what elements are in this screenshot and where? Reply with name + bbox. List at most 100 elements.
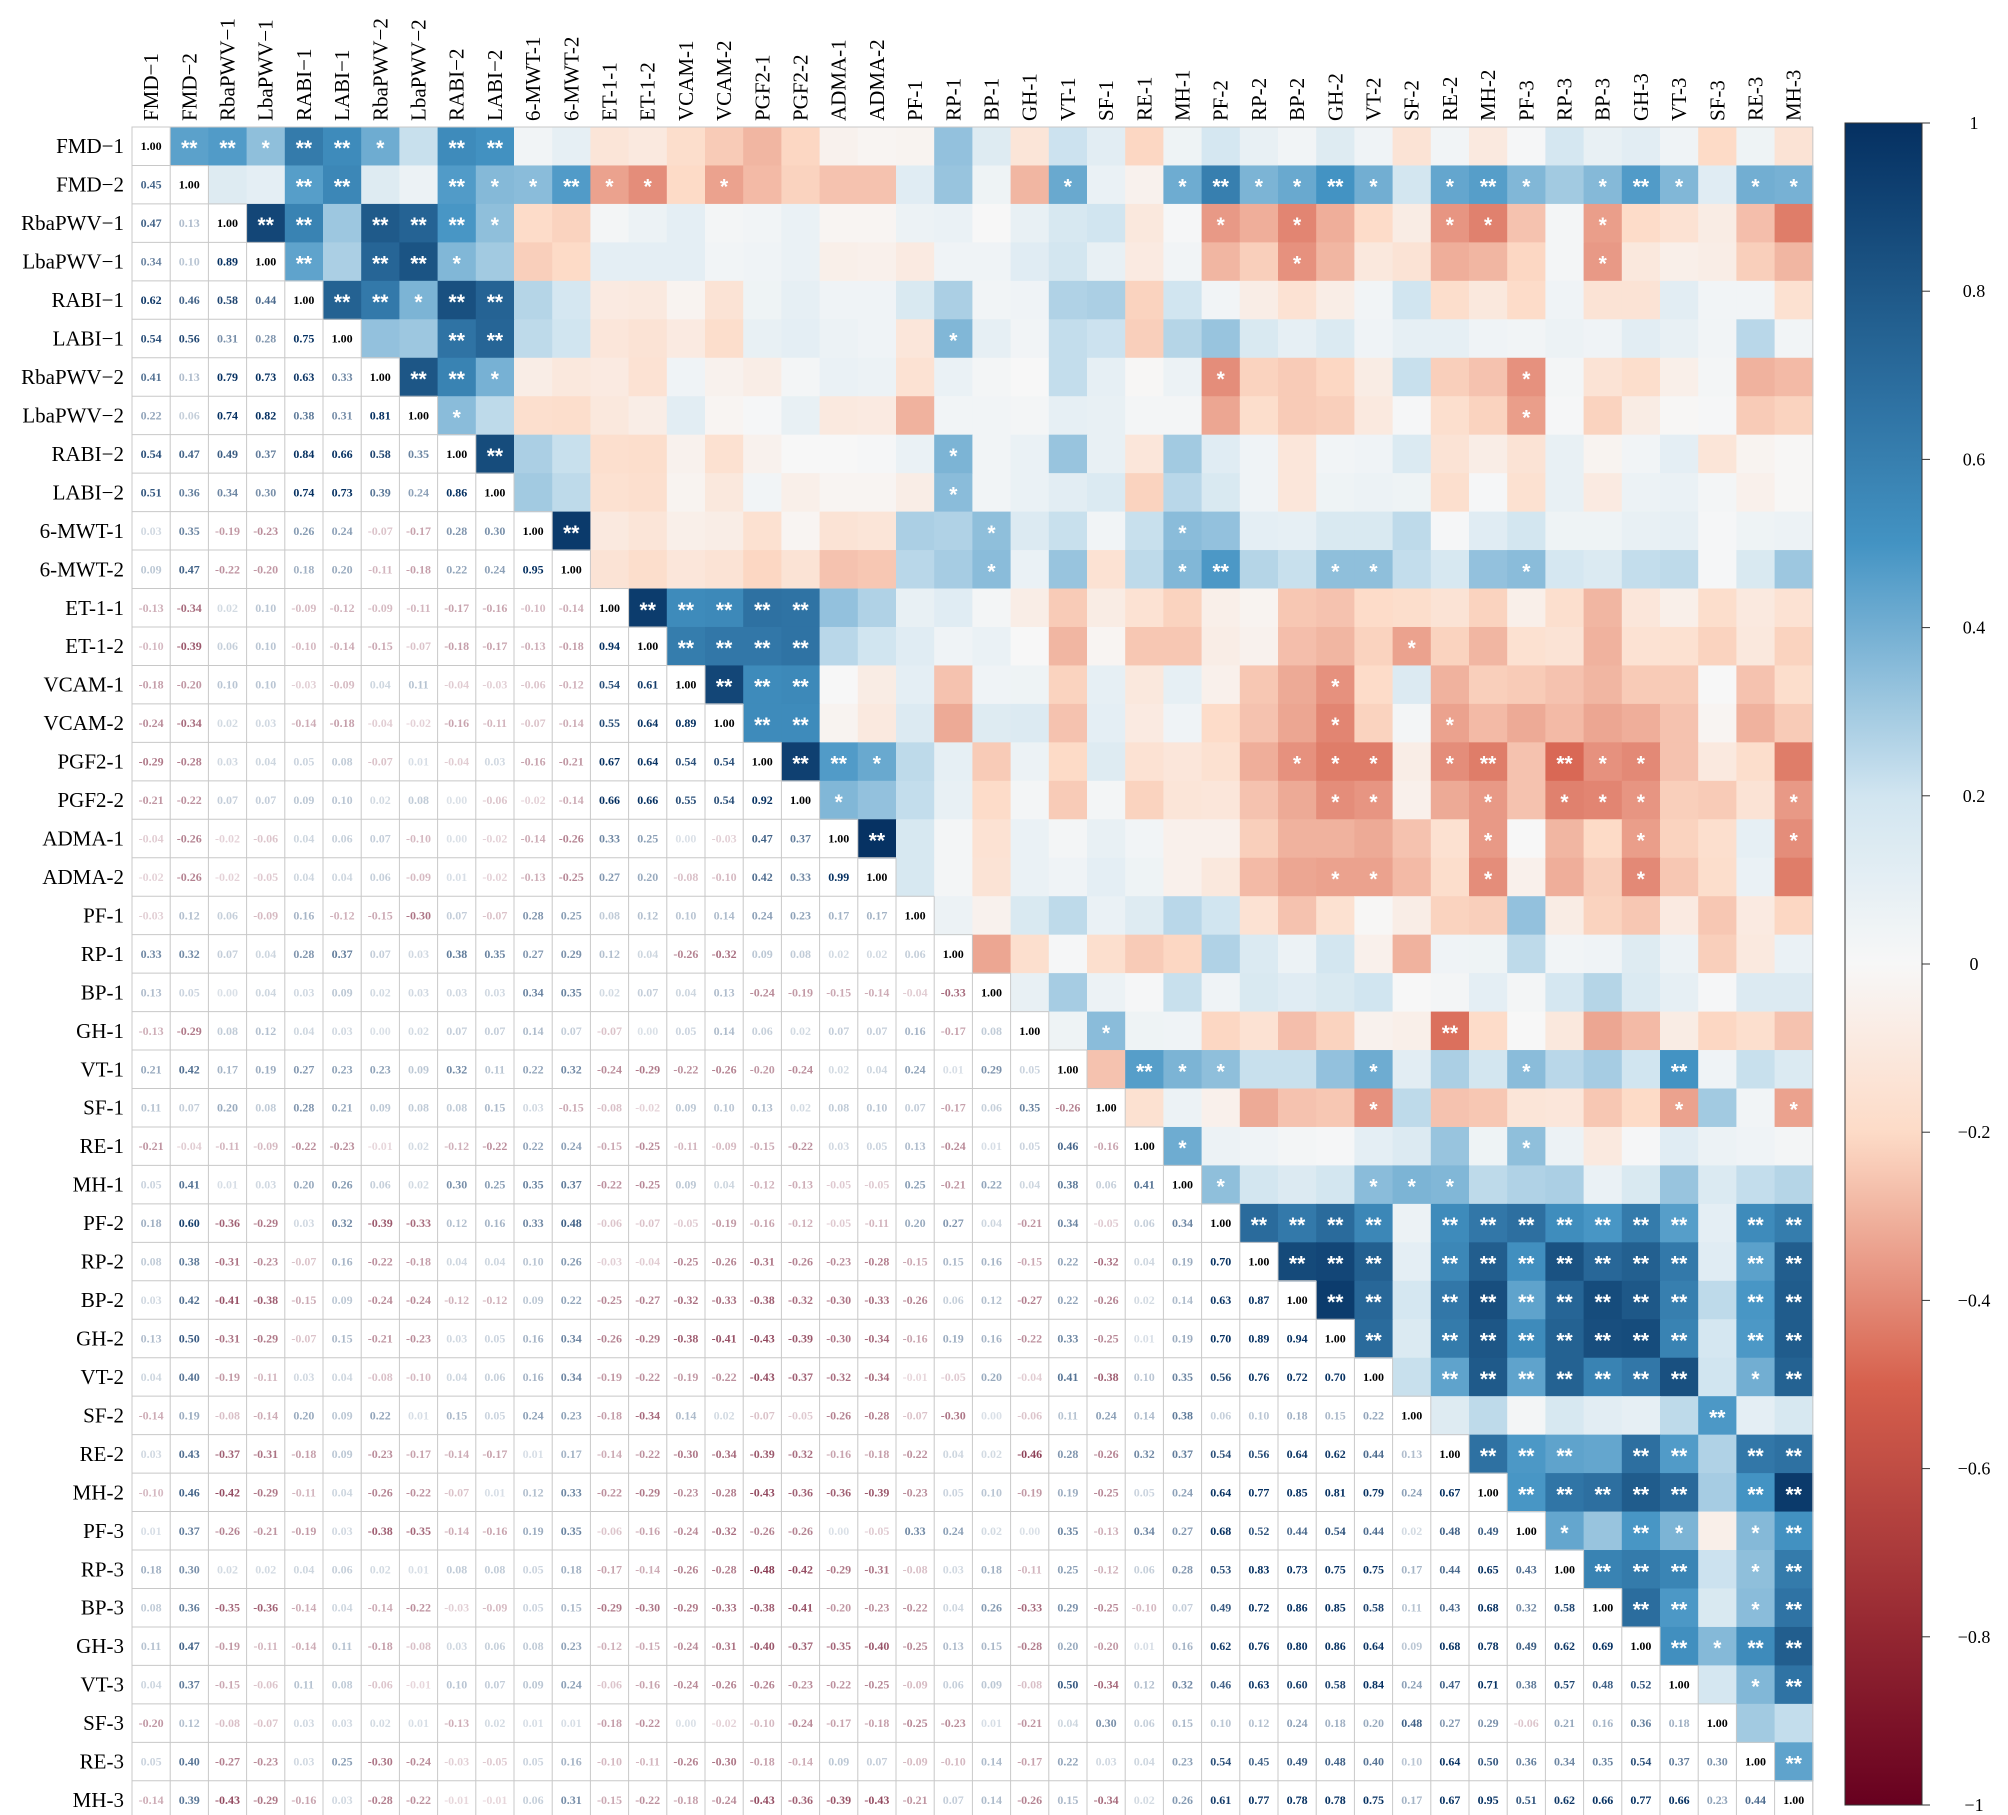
coefficient-label-6-mwt-1-labi-2: 0.30 (484, 524, 505, 538)
heatmap-cell-pgf2-1-gh-1 (1010, 742, 1050, 782)
coefficient-label-rp-2-pgf2-1: -0.31 (750, 1255, 775, 1269)
coefficient-label-rbapwv-1-fmd-2: 0.13 (179, 216, 200, 230)
heatmap-cell-6-mwt-1-rp-1 (934, 511, 973, 551)
heatmap-cell-fmd-2-rbapwv-1 (208, 165, 248, 205)
heatmap-cell-gh-2-sf-3 (1698, 1319, 1737, 1359)
row-label-mh-2: MH-2 (73, 1480, 124, 1504)
coefficient-label-bp-3-pf-3: 0.32 (1516, 1601, 1537, 1615)
coefficient-label-mh-1-pgf2-1: -0.12 (750, 1178, 775, 1192)
significance-mark-pf-2-bp-2: ** (1289, 1214, 1306, 1237)
coefficient-label-pgf2-2-rabi-2: 0.00 (446, 793, 467, 807)
diagonal-label-fmd-2-fmd-2: 1.00 (179, 178, 200, 192)
coefficient-label-pgf2-2-vcam-2: 0.54 (714, 793, 735, 807)
heatmap-cell-rabi-2-gh-1 (1010, 434, 1050, 474)
heatmap-cell-6-mwt-2-rp-2 (1239, 550, 1279, 590)
column-label-vcam-2: VCAM-2 (712, 40, 736, 121)
coefficient-label-rp-3-pf-2: 0.53 (1210, 1562, 1231, 1576)
coefficient-label-6-mwt-1-rbapwv-1: -0.19 (215, 524, 240, 538)
heatmap-cell-rbapwv-1-sf-2 (1392, 203, 1432, 243)
coefficient-label-sf-3-rp-2: 0.12 (1248, 1716, 1269, 1730)
coefficient-label-gh-2-rp-2: 0.89 (1248, 1331, 1269, 1345)
coefficient-label-mh-3-vt-3: 0.66 (1669, 1793, 1690, 1807)
row-label-rabi-1: RABI−1 (51, 288, 124, 312)
coefficient-label-re-2-pf-1: -0.22 (903, 1447, 928, 1461)
coefficient-label-rp-1-pf-1: 0.06 (905, 947, 926, 961)
heatmap-cell-et-1-2-sf-3 (1698, 626, 1737, 667)
coefficient-label-re-3-labi-2: -0.05 (482, 1755, 507, 1769)
coefficient-label-gh-1-rp-1: -0.17 (941, 1024, 966, 1038)
coefficient-label-rp-1-et-1-1: 0.12 (599, 947, 620, 961)
coefficient-label-mh-2-rbapwv-1: -0.42 (215, 1485, 240, 1499)
heatmap-cell-fmd-1-rp-2 (1239, 127, 1279, 167)
heatmap-cell-vcam-2-sf-1 (1087, 703, 1126, 743)
coefficient-label-adma-1-fmd-1: -0.04 (139, 832, 164, 846)
heatmap-cell-mh-1-gh-3 (1621, 1165, 1661, 1205)
heatmap-cell-6-mwt-2-mh-2 (1469, 550, 1508, 590)
heatmap-cell-pf-1-re-3 (1736, 896, 1776, 936)
coefficient-label-re-2-bp-2: 0.64 (1287, 1447, 1308, 1461)
coefficient-label-pgf2-2-rabi-1: 0.09 (293, 793, 314, 807)
heatmap-cell-gh-2-vt-2 (1354, 1319, 1394, 1359)
coefficient-label-rp-3-lbapwv-1: 0.02 (255, 1562, 276, 1576)
significance-mark-adma-2-gh-2: * (1331, 868, 1340, 891)
heatmap-cell-pf-1-pf-2 (1201, 896, 1241, 936)
coefficient-label-et-1-2-labi-2: -0.17 (482, 639, 507, 653)
significance-mark-vt-1-mh-1: * (1178, 1060, 1187, 1083)
coefficient-label-sf-3-gh-3: 0.36 (1630, 1716, 1651, 1730)
significance-mark-fmd-2-mh-2: ** (1480, 176, 1497, 199)
significance-mark-vt-3-re-3: * (1751, 1676, 1760, 1699)
heatmap-cell-lbapwv-1-gh-3 (1621, 242, 1661, 282)
heatmap-cell-rbapwv-2-gh-2 (1316, 357, 1355, 397)
coefficient-label-bp-3-rabi-2: -0.03 (444, 1601, 469, 1615)
coefficient-label-bp-3-bp-2: 0.86 (1287, 1601, 1308, 1615)
coefficient-label-pgf2-2-fmd-1: -0.21 (139, 793, 164, 807)
heatmap-cell-6-mwt-1-et-1-1 (590, 511, 630, 551)
heatmap-cell-rbapwv-2-re-1 (1125, 357, 1164, 397)
coefficient-label-bp-3-lbapwv-1: -0.36 (253, 1601, 278, 1615)
heatmap-cell-fmd-1-rbapwv-1 (208, 127, 248, 167)
coefficient-label-bp-1-rabi-2: 0.03 (446, 985, 467, 999)
heatmap-cell-rabi-1-vcam-2 (705, 280, 744, 320)
heatmap-cell-vt-1-vt-3 (1660, 1050, 1699, 1090)
heatmap-cell-6-mwt-1-gh-3 (1621, 511, 1661, 551)
coefficient-label-vt-2-lbapwv-1: -0.11 (254, 1370, 278, 1384)
heatmap-cell-fmd-2-vt-2 (1354, 165, 1394, 205)
heatmap-cell-gh-1-sf-3 (1698, 1011, 1737, 1051)
heatmap-cell-bp-1-mh-1 (1163, 973, 1203, 1013)
heatmap-cell-adma-1-re-1 (1125, 819, 1164, 859)
significance-mark-pgf2-2-mh-2: * (1484, 791, 1493, 814)
heatmap-cell-vcam-1-sf-1 (1087, 665, 1126, 705)
heatmap-cell-rabi-1-gh-1 (1010, 280, 1050, 320)
coefficient-label-vt-3-adma-2: -0.25 (864, 1678, 889, 1692)
coefficient-label-mh-3-mh-2: 0.95 (1478, 1793, 1499, 1807)
heatmap-cell-pf-2-vt-3 (1660, 1203, 1699, 1243)
heatmap-cell-adma-2-sf-2 (1392, 857, 1432, 897)
coefficient-label-vt-2-lbapwv-2: -0.10 (406, 1370, 431, 1384)
coefficient-label-re-1-et-1-1: -0.15 (597, 1139, 622, 1153)
heatmap-cell-lbapwv-1-mh-3 (1774, 242, 1814, 282)
coefficient-label-vt-1-6-mwt-1: 0.22 (523, 1062, 544, 1076)
heatmap-cell-rbapwv-1-rabi-2 (437, 203, 477, 243)
coefficient-label-mh-3-pgf2-1: -0.43 (750, 1793, 775, 1807)
heatmap-cell-sf-2-pf-3 (1507, 1396, 1546, 1436)
heatmap-cell-rbapwv-1-et-1-1 (590, 203, 630, 243)
heatmap-cell-adma-1-mh-1 (1163, 819, 1203, 859)
coefficient-label-re-1-vt-1: 0.46 (1057, 1139, 1078, 1153)
coefficient-label-vcam-1-rabi-2: -0.04 (444, 678, 469, 692)
heatmap-cell-bp-1-re-1 (1125, 973, 1164, 1013)
coefficient-label-re-3-re-2: 0.64 (1439, 1755, 1460, 1769)
heatmap-cell-rabi-1-rp-3 (1545, 280, 1585, 320)
heatmap-cell-rbapwv-1-rbapwv-2 (361, 203, 400, 243)
heatmap-cell-rp-1-gh-2 (1316, 934, 1355, 974)
heatmap-cell-rabi-1-adma-1 (819, 280, 859, 320)
heatmap-cell-fmd-2-6-mwt-2 (552, 165, 591, 205)
coefficient-label-et-1-1-fmd-1: -0.13 (139, 601, 164, 615)
coefficient-label-mh-3-rp-1: 0.07 (943, 1793, 964, 1807)
coefficient-label-sf-2-vt-2: 0.22 (1363, 1408, 1384, 1422)
heatmap-cell-lbapwv-1-labi-2 (475, 242, 515, 282)
column-label-pf-2: PF-2 (1209, 80, 1233, 121)
colorbar-tick-label: 1 (1970, 113, 1979, 133)
coefficient-label-adma-1-rabi-1: 0.04 (293, 832, 314, 846)
heatmap-cell-vcam-1-mh-1 (1163, 665, 1203, 705)
coefficient-label-sf-1-rp-1: -0.17 (941, 1101, 966, 1115)
